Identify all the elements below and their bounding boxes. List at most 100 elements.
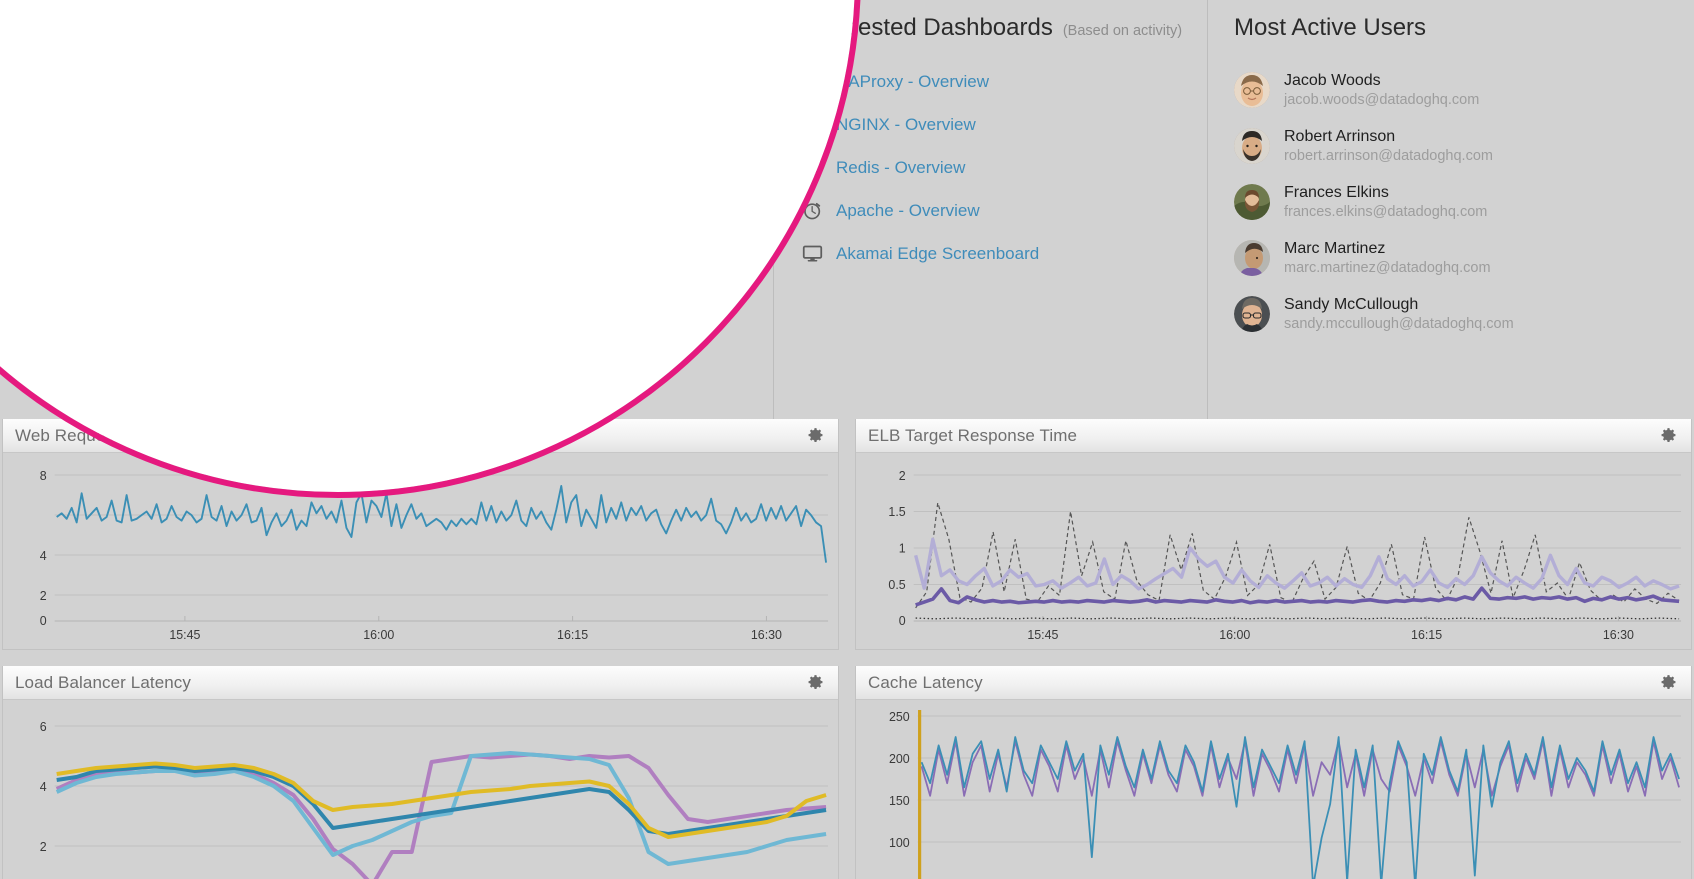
- link-line-2-pre: - Refer to your: [28, 310, 145, 330]
- important-links-heading: Important links:: [28, 256, 147, 276]
- svg-text:0.5: 0.5: [888, 578, 905, 592]
- chart-gridlines: [54, 474, 829, 622]
- widget-header: ELB Target Response Time: [856, 419, 1691, 453]
- chart-x-ticks: 15:45 16:00 16:15 16:30: [1027, 616, 1634, 642]
- avatar: [1234, 296, 1270, 332]
- user-email: robert.arrinson@datadoghq.com: [1284, 147, 1493, 164]
- suggested-dashboard-nginx[interactable]: NGINX - Overview: [802, 103, 1207, 146]
- most-active-users-title: Most Active Users: [1234, 14, 1427, 41]
- avatar: [1234, 72, 1270, 108]
- chevron-up-icon[interactable]: [465, 22, 487, 44]
- svg-text:15:45: 15:45: [1027, 628, 1058, 642]
- widget-row-2: Load Balancer Latency 6: [0, 666, 1694, 879]
- screen-icon: [802, 243, 823, 264]
- most-active-users-list: Jacob Woods jacob.woods@datadoghq.com: [1234, 62, 1694, 342]
- chart-series-purple: [920, 740, 1680, 797]
- gear-icon[interactable]: [807, 427, 824, 444]
- list-item[interactable]: Sandy McCullough sandy.mccullough@datado…: [1234, 286, 1694, 342]
- list-item[interactable]: Robert Arrinson robert.arrinson@datadogh…: [1234, 118, 1694, 174]
- link-line-2-post: for more info.: [332, 310, 441, 330]
- chart-canvas: 250 200 150 100: [889, 710, 1682, 879]
- suggested-dashboard-label: Redis - Overview: [836, 157, 966, 177]
- chart-series-yellow: [56, 761, 827, 839]
- suggested-dashboard-apache[interactable]: Apache - Overview: [802, 189, 1207, 232]
- widget-grid: Web Request Latency: [0, 419, 1694, 879]
- list-item[interactable]: Frances Elkins frances.elkins@datadoghq.…: [1234, 174, 1694, 230]
- svg-text:16:15: 16:15: [1411, 628, 1442, 642]
- svg-text:16:15: 16:15: [557, 628, 588, 642]
- description-line-2: to the performance of our web app. You c…: [28, 146, 688, 166]
- list-item[interactable]: Marc Martinez marc.martinez@datadoghq.co…: [1234, 230, 1694, 286]
- svg-text:16:30: 16:30: [751, 628, 782, 642]
- suggested-dashboards-subtitle: (Based on activity): [1062, 23, 1183, 39]
- svg-text:0: 0: [40, 614, 47, 628]
- svg-text:4: 4: [40, 549, 47, 563]
- screen-icon: [802, 157, 823, 178]
- suggested-dashboards-panel: Suggested Dashboards (Based on activity)…: [773, 0, 1208, 419]
- widget-title: Cache Latency: [868, 672, 983, 692]
- widget-load-balancer-latency: Load Balancer Latency 6: [2, 666, 839, 879]
- svg-text:100: 100: [889, 836, 910, 850]
- important-link-line-1: - Reach out to the "#team-webapp" Slack …: [28, 283, 419, 303]
- chart-series-blue: [920, 736, 1680, 879]
- chart-canvas: 8 4 2 0 15:45 16:00 16:15: [40, 469, 829, 642]
- avatar: [1234, 128, 1270, 164]
- gear-icon[interactable]: [807, 674, 824, 691]
- chart-y-ticks: 8 4 2 0: [40, 469, 47, 628]
- widget-title: Web Request Latency: [15, 425, 184, 445]
- svg-text:250: 250: [889, 710, 910, 724]
- svg-text:16:30: 16:30: [1603, 628, 1634, 642]
- user-text: Frances Elkins frances.elkins@datadoghq.…: [1284, 183, 1487, 222]
- important-link-line-2: - Refer to your troubleshooting runbook …: [28, 307, 703, 334]
- dashboard-title-row: Application Diagnostic View: [28, 10, 743, 56]
- description-line-3-pre: the: [28, 173, 58, 193]
- widget-header: Cache Latency: [856, 666, 1691, 700]
- chart-canvas: 2 1.5 1 0.5 0 15:45 16:00: [888, 469, 1682, 642]
- gear-icon[interactable]: [1660, 427, 1677, 444]
- widget-chart-load-balancer-latency[interactable]: 6 4 2: [3, 700, 838, 879]
- suggested-dashboard-redis[interactable]: Redis - Overview: [802, 146, 1207, 189]
- widget-title: ELB Target Response Time: [868, 425, 1078, 445]
- suggested-dashboard-label: HAProxy - Overview: [836, 71, 990, 91]
- suggested-dashboard-label: Akamai Edge Screenboard: [836, 243, 1040, 263]
- suggested-dashboards-title: Suggested Dashboards: [802, 14, 1053, 41]
- chart-series-orchid: [55, 752, 827, 879]
- svg-text:6: 6: [40, 720, 47, 734]
- user-text: Marc Martinez marc.martinez@datadoghq.co…: [1284, 239, 1491, 278]
- suggested-dashboard-akamai[interactable]: Akamai Edge Screenboard: [802, 232, 1207, 275]
- chart-series-dotted: [915, 617, 1680, 620]
- service-variable-token: $service: [57, 176, 135, 194]
- user-text: Jacob Woods jacob.woods@datadoghq.com: [1284, 71, 1479, 110]
- wiki-link[interactable]: wiki: [171, 202, 202, 222]
- svg-text:16:00: 16:00: [363, 628, 394, 642]
- user-text: Sandy McCullough sandy.mccullough@datado…: [1284, 295, 1514, 334]
- svg-text:2: 2: [40, 840, 47, 854]
- gear-icon[interactable]: [1660, 674, 1677, 691]
- widget-header: Load Balancer Latency: [3, 666, 838, 700]
- widget-chart-elb-target-response-time[interactable]: 2 1.5 1 0.5 0 15:45 16:00: [856, 453, 1691, 649]
- avatar: [1234, 240, 1270, 276]
- chart-y-ticks: 6 4 2: [40, 720, 47, 854]
- widget-row-1: Web Request Latency: [0, 419, 1694, 650]
- description-line-4: shown here in our wiki.: [28, 199, 703, 226]
- star-outline-icon[interactable]: [28, 20, 54, 46]
- troubleshooting-runbook-link[interactable]: troubleshooting runbook: [144, 310, 333, 330]
- svg-text:0: 0: [899, 614, 906, 628]
- most-active-users-panel: Most Active Users: [1208, 0, 1694, 419]
- widget-elb-target-response-time: ELB Target Response Time: [855, 419, 1692, 650]
- user-email: jacob.woods@datadoghq.com: [1284, 91, 1480, 108]
- suggested-dashboards-header: Suggested Dashboards (Based on activity): [802, 14, 1207, 42]
- svg-text:4: 4: [40, 780, 47, 794]
- user-name: Frances Elkins: [1284, 183, 1389, 201]
- widget-cache-latency: Cache Latency 250: [855, 666, 1692, 879]
- chart-gridlines: [54, 725, 829, 847]
- widget-web-request-latency: Web Request Latency: [2, 419, 839, 650]
- widget-chart-cache-latency[interactable]: 250 200 150 100: [856, 700, 1691, 879]
- suggested-dashboard-haproxy[interactable]: HAProxy - Overview: [802, 60, 1207, 103]
- list-item[interactable]: Jacob Woods jacob.woods@datadoghq.com: [1234, 62, 1694, 118]
- dashboard-description-text: This dashboard is designed for triaging,…: [28, 116, 703, 334]
- widget-chart-web-request-latency[interactable]: 8 4 2 0 15:45 16:00 16:15: [3, 453, 838, 649]
- svg-text:150: 150: [889, 794, 910, 808]
- suggested-dashboards-list: HAProxy - Overview NGINX - Overview Redi…: [802, 60, 1207, 275]
